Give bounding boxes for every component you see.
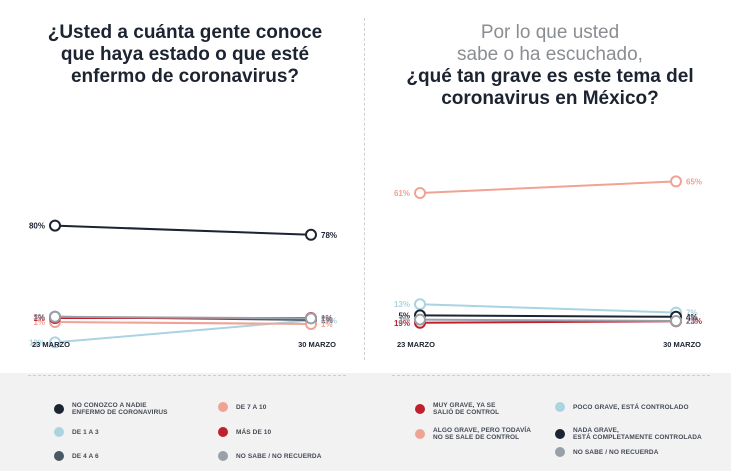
data-label: 1% [686,317,698,326]
legend-color-dot [555,429,565,439]
data-point [305,228,317,241]
data-label: 1% [33,318,45,327]
data-point [414,298,426,311]
data-label: 2% [398,316,410,325]
data-point [49,219,61,232]
legend-label: DE 1 A 3 [72,428,99,436]
legend-item: DE 7 A 10 [218,402,266,412]
legend-item: MUY GRAVE, YA SE SALIÓ DE CONTROL [415,402,499,416]
left-title-line: enfermo de coronavirus? [70,66,300,87]
left-legend-divider [28,375,346,376]
data-label: 13% [394,300,410,309]
left-line-chart: 80%78%12%17%3% 1%1% 1%1% 1%3% 2%23 MARZO 30 M… [29,219,337,349]
legend-label: NO SABE / NO RECUERDA [236,452,322,460]
legend-item: MÁS DE 10 [218,427,271,437]
legend-color-dot [555,447,565,457]
legend-color-dot [415,404,425,414]
legend-item: NO SABE / NO RECUERDA [555,447,659,457]
series-line [419,303,677,314]
series-line [419,314,677,318]
legend-label: DE 4 A 6 [72,452,99,460]
x-tick-label: 23 MARZO [397,340,435,349]
data-label: 78% [321,231,337,240]
data-label: 17% [321,316,337,325]
legend-color-dot [218,427,228,437]
data-label: 65% [686,177,702,186]
legend-label: NO CONOZCO A NADIE ENFERMO DE CORONAVIRU… [72,402,168,416]
legend-color-dot [218,451,228,461]
data-label: 3% [33,313,45,322]
x-tick-label: 30 MARZO [298,340,336,349]
legend-item: NO CONOZCO A NADIE ENFERMO DE CORONAVIRU… [54,402,168,416]
data-point [49,336,61,349]
right-title-dark-line: ¿qué tan grave es este tema del [406,66,694,87]
series-line [419,180,677,194]
right-title-dark-line: coronavirus en México? [441,88,659,109]
right-title-light-line: sabe o ha escuchado, [457,44,643,65]
legend-area [0,373,731,471]
data-label: 80% [29,222,45,231]
data-label: 1% [321,314,333,323]
legend-color-dot [555,402,565,412]
data-label: 61% [394,189,410,198]
left-title-line: ¿Usted a cuánta gente conoce [47,22,323,43]
legend-item: ALGO GRAVE, PERO TODAVÍA NO SE SALE DE C… [415,427,531,441]
data-point [414,313,426,326]
legend-color-dot [54,404,64,414]
legend-label: NO SABE / NO RECUERDA [573,448,659,456]
data-label: 1% [321,316,333,325]
legend-label: NADA GRAVE, ESTÁ COMPLETAMENTE CONTROLAD… [573,427,702,441]
left-title-line: que haya estado o que esté [60,44,310,65]
legend-label: DE 7 A 10 [236,403,267,411]
data-label: 1% [321,320,333,329]
right-line-chart: 61% 65% 19% 23% 13% 7% 5% 4% 2% 1% 23 MARZO 30 MARZ… [394,175,702,349]
data-point [414,187,426,199]
legend-item: DE 4 A 6 [54,451,99,461]
data-label: 4% [686,313,698,322]
series-line [419,318,677,322]
right-title-light-line: Por lo que usted [480,22,620,43]
x-tick-label: 23 MARZO [32,340,70,349]
data-label: 23% [686,317,702,326]
x-tick-label: 30 MARZO [663,340,701,349]
data-label: 5% [398,311,410,320]
left-chart-title: ¿Usted a cuánta gente conoce que haya es… [20,22,350,88]
legend-color-dot [415,429,425,439]
data-label: 2% [321,314,333,323]
legend-label: MÁS DE 10 [236,428,272,436]
legend-color-dot [54,427,64,437]
legend-label: ALGO GRAVE, PERO TODAVÍA NO SE SALE DE C… [433,427,532,441]
data-point [49,310,61,323]
legend-color-dot [54,451,64,461]
data-point [670,175,682,188]
series-line [54,224,312,236]
series-line [54,321,312,325]
data-label: 3% [33,313,45,322]
data-point [670,315,682,327]
legend-item: POCO GRAVE, ESTÁ CONTROLADO [555,402,689,412]
legend-label: POCO GRAVE, ESTÁ CONTROLADO [573,403,689,411]
right-chart-title: Por lo que usted sabe o ha escuchado, ¿q… [385,22,715,110]
legend-label: MUY GRAVE, YA SE SALIÓ DE CONTROL [433,402,500,416]
data-label: 7% [686,309,698,318]
legend-color-dot [218,402,228,412]
panel-divider [364,18,365,360]
legend-item: NO SABE / NO RECUERDA [218,451,322,461]
legend-item: DE 1 A 3 [54,427,99,437]
data-point [305,312,317,325]
data-label: 12% [29,338,45,347]
data-label: 1% [33,314,45,323]
legend-item: NADA GRAVE, ESTÁ COMPLETAMENTE CONTROLAD… [555,427,702,441]
series-line [54,315,312,320]
right-legend-divider [392,375,710,376]
data-label: 19% [394,319,410,328]
